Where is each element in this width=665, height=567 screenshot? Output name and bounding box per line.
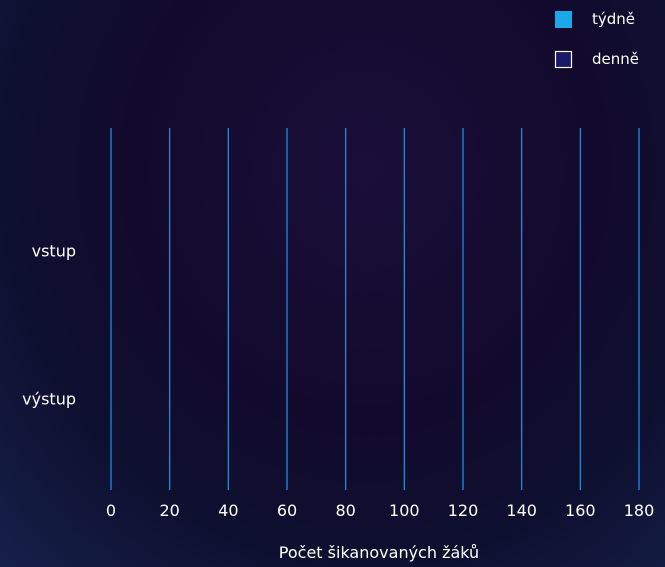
legend-label: denně <box>592 50 639 68</box>
x-tick-label: 60 <box>277 501 297 520</box>
x-tick-label: 40 <box>218 501 238 520</box>
legend-item: denně <box>554 50 639 69</box>
legend-swatch <box>555 11 572 28</box>
gridlines <box>110 128 640 490</box>
x-axis-title: Počet šikanovaných žáků <box>279 543 479 562</box>
x-tick-labels: 0 20 40 60 80 100 120 140 160 180 <box>106 501 654 520</box>
x-tick-label: 80 <box>335 501 355 520</box>
legend-item: týdně <box>555 10 635 28</box>
legend-swatch <box>554 50 573 69</box>
bars <box>111 249 528 401</box>
x-tick-label: 180 <box>624 501 655 520</box>
x-tick-label: 140 <box>506 501 537 520</box>
x-tick-label: 20 <box>159 501 179 520</box>
legend-label: týdně <box>592 10 635 28</box>
category-labels: vstup výstup <box>22 242 76 409</box>
x-tick-label: 0 <box>106 501 116 520</box>
x-tick-label: 100 <box>389 501 420 520</box>
legend: týdně denně <box>554 10 639 69</box>
x-tick-label: 160 <box>565 501 596 520</box>
category-label: vstup <box>32 242 76 261</box>
x-tick-label: 120 <box>448 501 479 520</box>
category-label: výstup <box>22 390 76 409</box>
